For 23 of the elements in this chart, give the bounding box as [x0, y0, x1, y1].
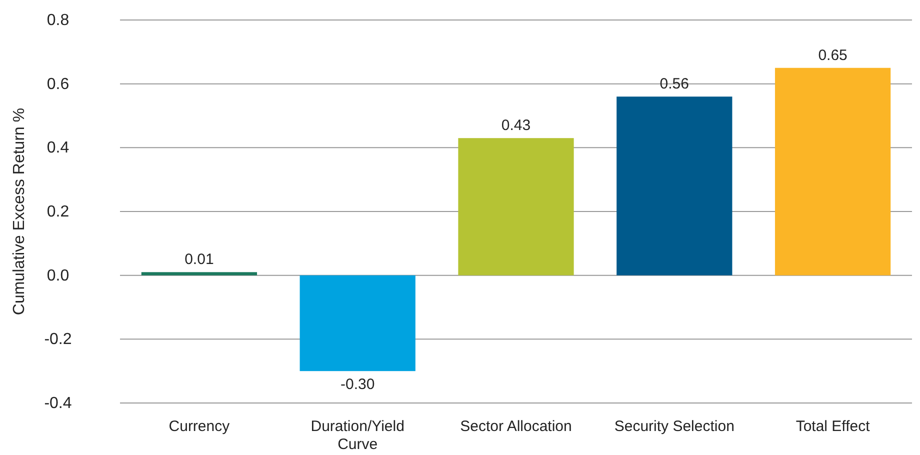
y-tick-label: -0.4 — [44, 395, 72, 412]
x-tick-label: Currency — [168, 418, 230, 435]
x-tick-label: Sector Allocation — [460, 418, 572, 435]
y-tick-label: 0.6 — [46, 76, 70, 93]
data-label: 0.01 — [184, 251, 214, 268]
y-axis-title: Cumulative Excess Return % — [11, 108, 28, 316]
data-label: 0.56 — [660, 76, 689, 93]
data-label: 0.65 — [818, 46, 848, 64]
x-tick-label: Total Effect — [796, 418, 871, 435]
y-tick-label: 0.8 — [46, 12, 70, 29]
y-tick-label: 0.2 — [46, 204, 70, 220]
x-tick-label: Duration/Yield Curve — [310, 418, 404, 453]
bar — [458, 138, 574, 276]
data-label: 0.43 — [501, 117, 531, 134]
bar — [616, 96, 732, 276]
y-tick-label: 0.4 — [46, 140, 70, 157]
x-tick-label: Security Selection — [614, 418, 734, 435]
y-tick-label: 0.0 — [46, 267, 70, 284]
bar — [141, 272, 258, 276]
data-label: -0.30 — [340, 376, 375, 394]
bar — [774, 68, 891, 276]
bar — [300, 275, 416, 372]
y-tick-label: -0.2 — [44, 331, 72, 348]
